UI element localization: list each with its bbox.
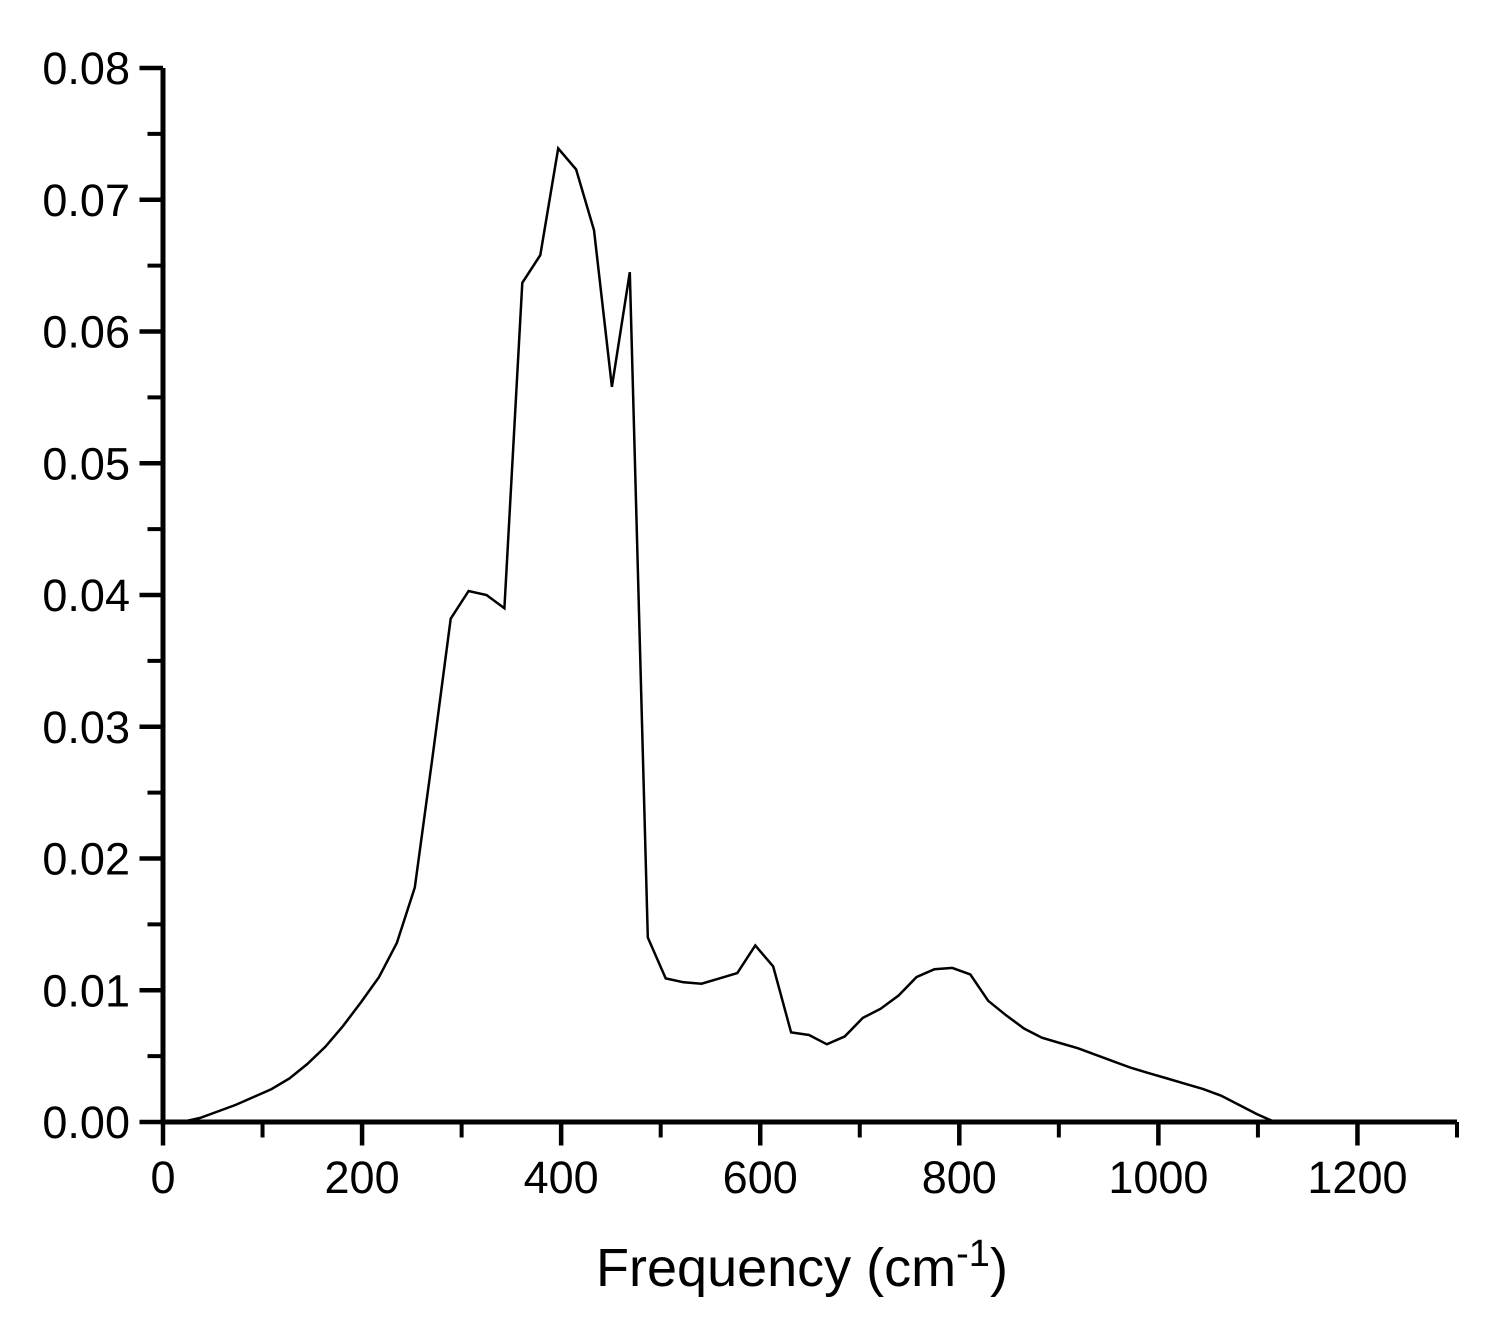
x-tick-label: 600 xyxy=(723,1152,798,1203)
y-tick-label: 0.08 xyxy=(42,43,130,94)
y-tick-label: 0.00 xyxy=(42,1097,130,1148)
y-tick-label: 0.02 xyxy=(42,834,130,885)
y-tick-label: 0.05 xyxy=(42,438,130,489)
minor-ticks xyxy=(147,131,1459,1138)
spectrum-line xyxy=(181,145,1276,1124)
x-tick-label: 1000 xyxy=(1108,1152,1208,1203)
major-ticks xyxy=(139,65,1360,1146)
y-tick-label: 0.03 xyxy=(42,702,130,753)
x-axis-title-main: Frequency (cm xyxy=(596,1238,956,1298)
x-tick-label: 800 xyxy=(922,1152,997,1203)
x-tick-label: 1200 xyxy=(1307,1152,1407,1203)
x-tick-label: 200 xyxy=(325,1152,400,1203)
x-tick-label: 400 xyxy=(524,1152,599,1203)
x-tick-label: 0 xyxy=(150,1152,175,1203)
y-tick-label: 0.07 xyxy=(42,175,130,226)
y-tick-label: 0.01 xyxy=(42,965,130,1016)
x-axis-title-close: ) xyxy=(990,1238,1008,1298)
x-axis-title: Frequency (cm-1) xyxy=(596,1233,1008,1298)
y-tick-label: 0.06 xyxy=(42,307,130,358)
tick-labels: 0 200 400 600 800 1000 1200 0.00 0.01 0.02 0.03 0.0… xyxy=(42,43,1407,1203)
axes xyxy=(160,68,1457,1125)
y-tick-label: 0.04 xyxy=(42,570,130,621)
x-axis-title-superscript: -1 xyxy=(956,1233,990,1275)
